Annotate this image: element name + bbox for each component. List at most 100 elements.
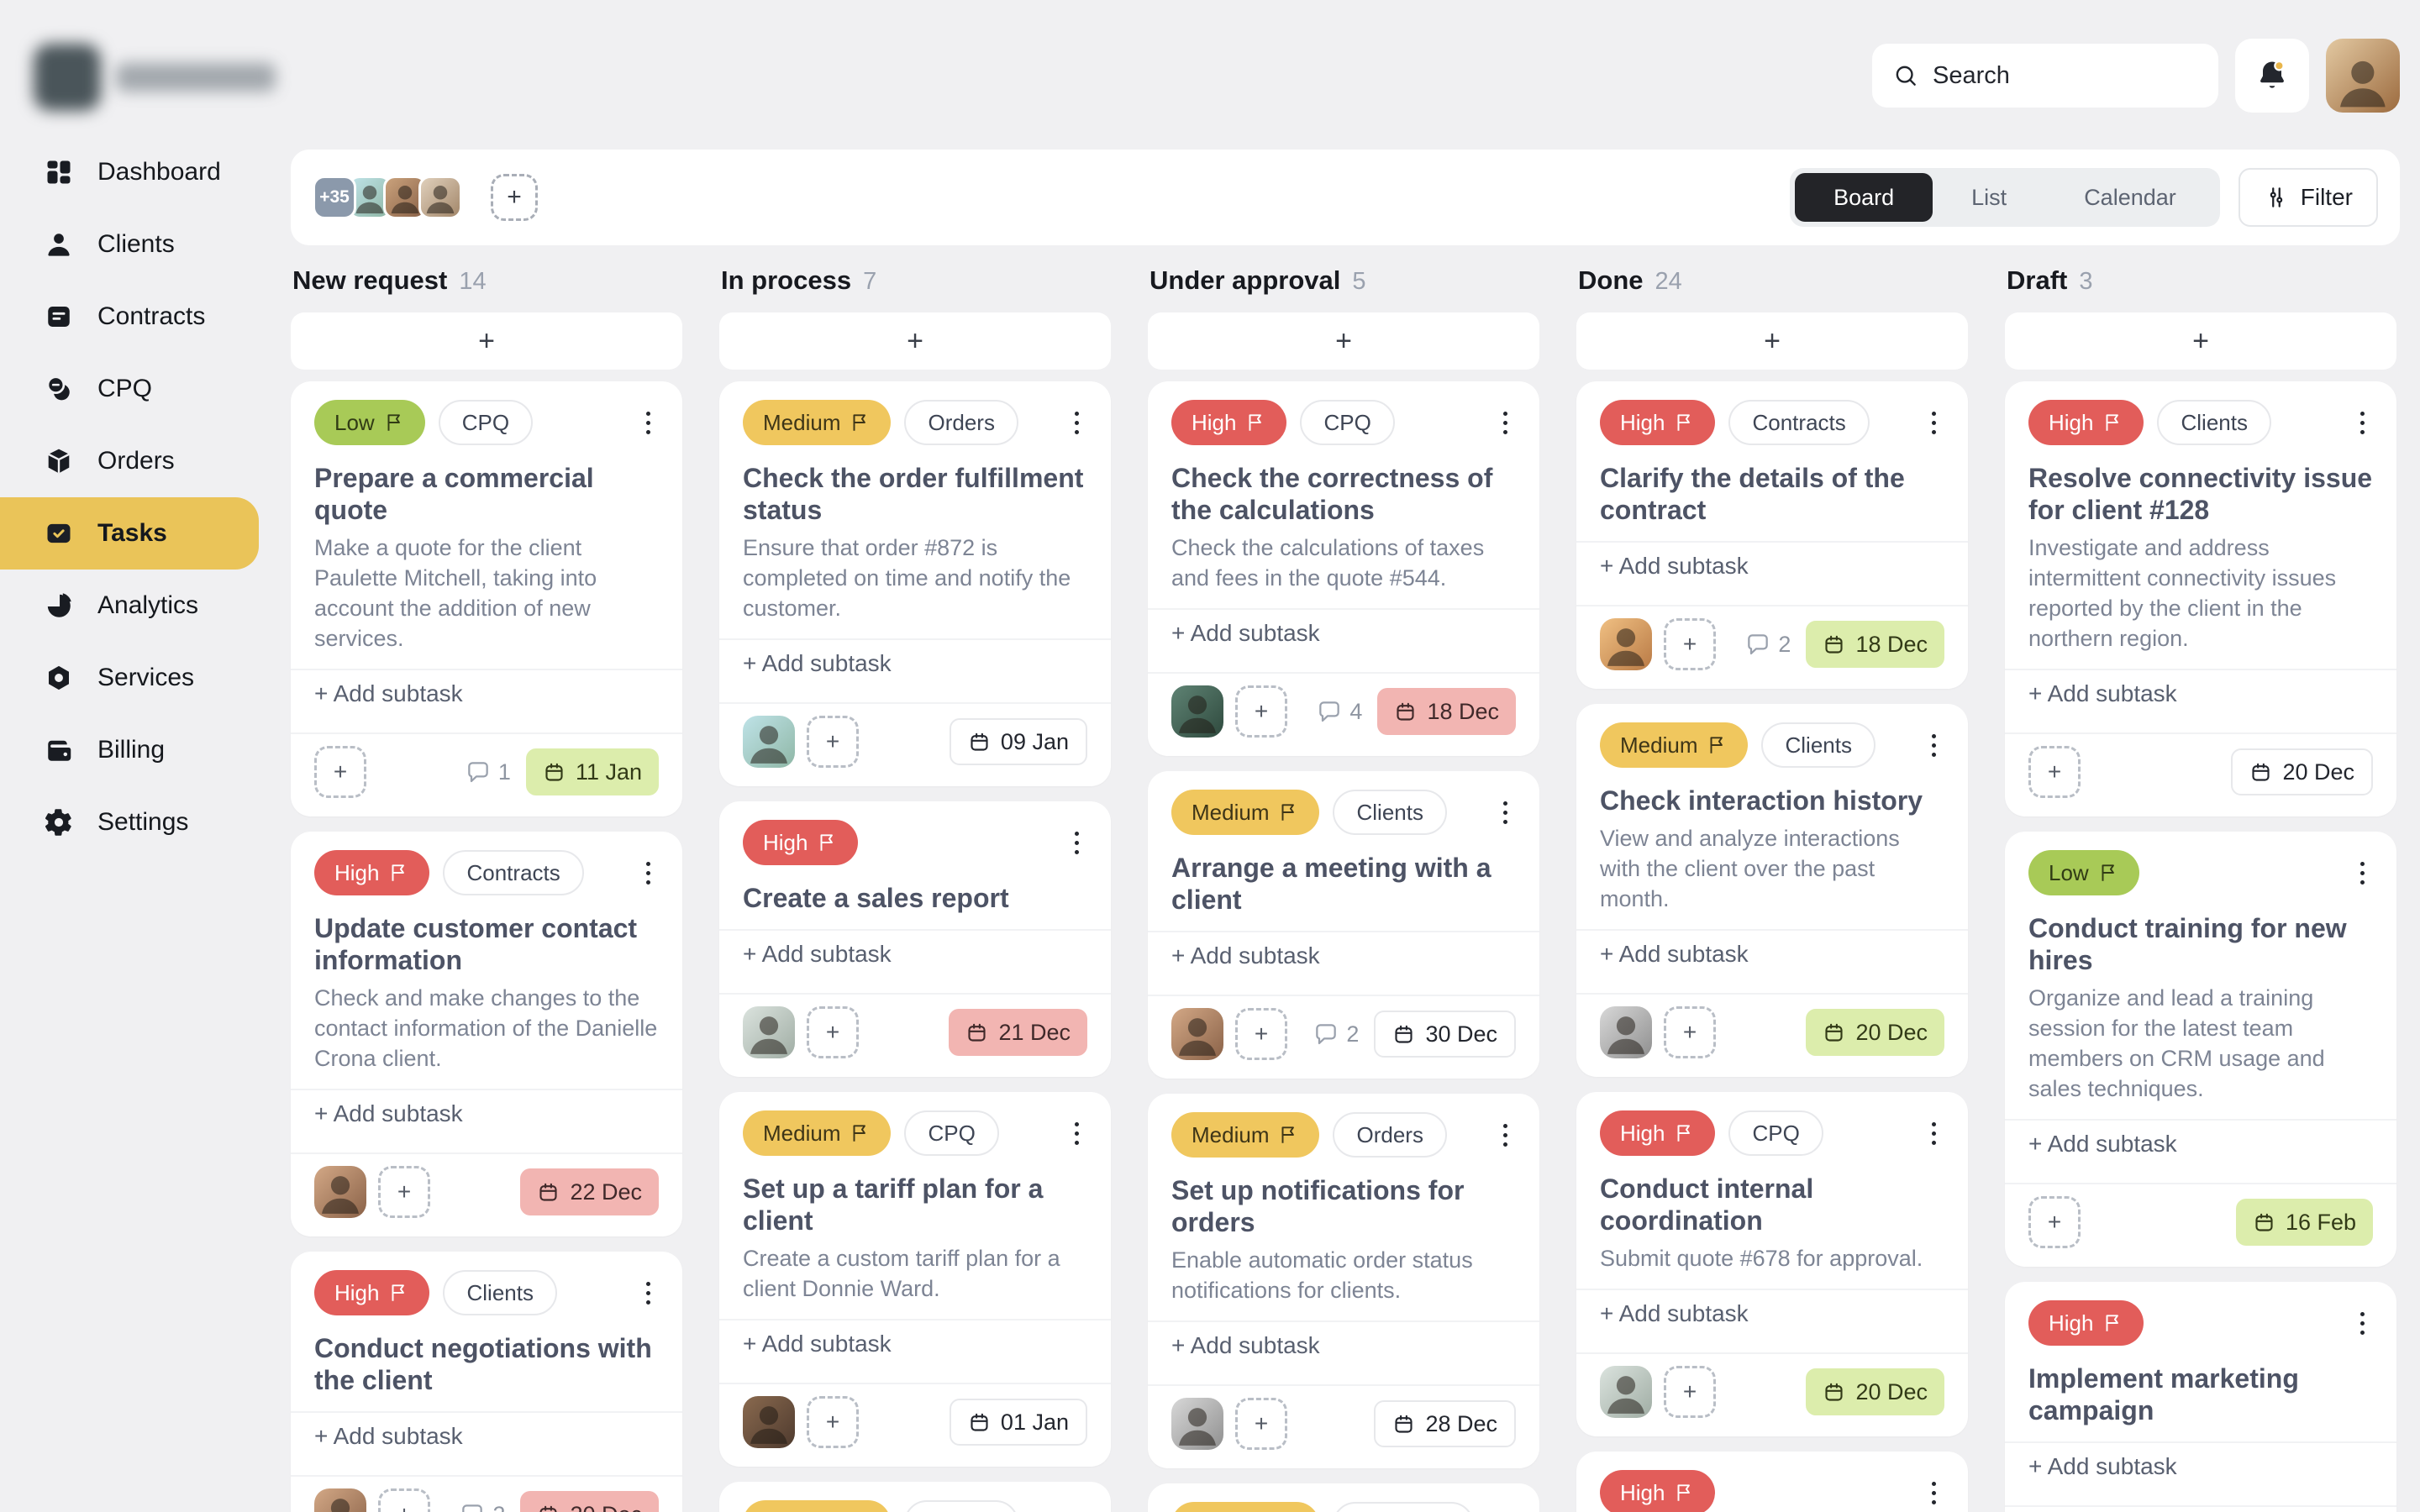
card-menu-button[interactable] xyxy=(1923,407,1944,439)
card-menu-button[interactable] xyxy=(638,857,659,890)
card-menu-button[interactable] xyxy=(1495,407,1516,439)
task-card[interactable]: Low Conduct training for new hires Organ… xyxy=(2005,832,2396,1267)
card-menu-button[interactable] xyxy=(1066,1507,1087,1512)
task-card[interactable]: High Contracts Clarify the details of th… xyxy=(1576,381,1968,689)
card-menu-button[interactable] xyxy=(1923,1477,1944,1509)
add-assignee-button[interactable]: + xyxy=(2028,1196,2081,1248)
add-card-button[interactable]: + xyxy=(291,312,682,370)
add-card-button[interactable]: + xyxy=(1148,312,1539,370)
tab-list[interactable]: List xyxy=(1933,173,2045,222)
card-menu-button[interactable] xyxy=(1495,1509,1516,1512)
task-card[interactable]: Medium Contracts Finalize contract + Add… xyxy=(1148,1483,1539,1512)
flag-icon xyxy=(1282,1126,1295,1143)
card-menu-button[interactable] xyxy=(1066,827,1087,859)
card-menu-button[interactable] xyxy=(1923,729,1944,762)
add-assignee-button[interactable]: + xyxy=(1664,1006,1716,1058)
card-menu-button[interactable] xyxy=(1066,407,1087,439)
add-subtask-button[interactable]: + Add subtask xyxy=(1171,610,1320,657)
search-input[interactable] xyxy=(1933,61,2198,90)
add-assignee-button[interactable]: + xyxy=(1664,618,1716,670)
add-assignee-button[interactable]: + xyxy=(1235,1398,1287,1450)
add-assignee-button[interactable]: + xyxy=(807,1396,859,1448)
task-card[interactable]: Medium Clients Arrange a meeting with a … xyxy=(1148,771,1539,1079)
add-card-button[interactable]: + xyxy=(2005,312,2396,370)
task-card[interactable]: High Contracts Update customer contact i… xyxy=(291,832,682,1236)
task-card[interactable]: High Prepare monthly sales report Collec… xyxy=(1576,1452,1968,1512)
sidebar-item-billing[interactable]: Billing xyxy=(0,714,286,786)
add-assignee-button[interactable]: + xyxy=(807,716,859,768)
task-card[interactable]: High Clients Resolve connectivity issue … xyxy=(2005,381,2396,816)
add-assignee-button[interactable]: + xyxy=(378,1488,430,1512)
profile-avatar[interactable] xyxy=(2326,39,2400,113)
search-box[interactable] xyxy=(1872,44,2218,108)
add-assignee-button[interactable]: + xyxy=(1235,1008,1287,1060)
filter-button[interactable]: Filter xyxy=(2238,168,2378,227)
card-footer: + 2 18 Dec xyxy=(1600,618,1944,670)
add-subtask-button[interactable]: + Add subtask xyxy=(2028,670,2177,717)
task-card[interactable]: Medium Orders Set up notifications for o… xyxy=(1148,1094,1539,1468)
task-card[interactable]: Medium Orders Check the order fulfillmen… xyxy=(719,381,1111,786)
sidebar-item-cpq[interactable]: CPQ xyxy=(0,353,286,425)
analytics-icon xyxy=(44,591,74,621)
task-card[interactable]: High Clients Conduct negotiations with t… xyxy=(291,1252,682,1512)
card-menu-button[interactable] xyxy=(1495,1119,1516,1152)
card-menu-button[interactable] xyxy=(638,1277,659,1310)
card-menu-button[interactable] xyxy=(1923,1117,1944,1150)
add-subtask-button[interactable]: + Add subtask xyxy=(1600,543,1749,590)
add-subtask-button[interactable]: + Add subtask xyxy=(743,1320,892,1368)
add-assignee-button[interactable]: + xyxy=(2028,746,2081,798)
card-menu-button[interactable] xyxy=(1066,1117,1087,1150)
card-menu-button[interactable] xyxy=(638,407,659,439)
sidebar-item-contracts[interactable]: Contracts xyxy=(0,281,286,353)
card-footer: + 21 Dec xyxy=(743,1006,1087,1058)
add-assignee-button[interactable]: + xyxy=(378,1166,430,1218)
tab-board[interactable]: Board xyxy=(1795,173,1933,222)
add-card-button[interactable]: + xyxy=(1576,312,1968,370)
sidebar-item-clients[interactable]: Clients xyxy=(0,208,286,281)
sidebar-item-dashboard[interactable]: Dashboard xyxy=(0,136,286,208)
due-date-chip: 20 Dec xyxy=(1806,1009,1944,1056)
card-menu-button[interactable] xyxy=(2352,407,2373,439)
card-description: Submit quote #678 for approval. xyxy=(1600,1246,1923,1271)
add-subtask-button[interactable]: + Add subtask xyxy=(314,670,463,717)
add-subtask-button[interactable]: + Add subtask xyxy=(2028,1443,2177,1490)
column-count: 14 xyxy=(459,268,487,295)
calendar-icon xyxy=(539,1183,558,1201)
add-subtask-button[interactable]: + Add subtask xyxy=(2028,1121,2177,1168)
task-card[interactable]: High CPQ Conduct internal coordination S… xyxy=(1576,1092,1968,1436)
add-subtask-button[interactable]: + Add subtask xyxy=(743,640,892,687)
task-card[interactable]: Low CPQ Prepare a commercial quote Make … xyxy=(291,381,682,816)
card-menu-button[interactable] xyxy=(2352,857,2373,890)
add-subtask-button[interactable]: + Add subtask xyxy=(314,1413,463,1460)
add-subtask-button[interactable]: + Add subtask xyxy=(1171,932,1320,979)
sidebar-item-settings[interactable]: Settings xyxy=(0,786,286,858)
column-cards: High CPQ Check the correctness of the ca… xyxy=(1148,381,1539,1512)
task-card[interactable]: High Create a sales report + Add subtask… xyxy=(719,801,1111,1077)
task-card[interactable]: High CPQ Check the correctness of the ca… xyxy=(1148,381,1539,756)
card-menu-button[interactable] xyxy=(1495,796,1516,829)
tab-calendar[interactable]: Calendar xyxy=(2045,173,2215,222)
sidebar-item-tasks[interactable]: Tasks xyxy=(0,497,259,570)
add-subtask-button[interactable]: + Add subtask xyxy=(1171,1322,1320,1369)
sidebar-item-orders[interactable]: Orders xyxy=(0,425,286,497)
sidebar-item-services[interactable]: Services xyxy=(0,642,286,714)
sidebar-item-analytics[interactable]: Analytics xyxy=(0,570,286,642)
notifications-button[interactable] xyxy=(2235,39,2309,113)
add-subtask-button[interactable]: + Add subtask xyxy=(1600,931,1749,978)
add-assignee-button[interactable]: + xyxy=(314,746,366,798)
add-subtask-button[interactable]: + Add subtask xyxy=(743,931,892,978)
task-card[interactable]: High Implement marketing campaign + Add … xyxy=(2005,1282,2396,1512)
add-subtask-button[interactable]: + Add subtask xyxy=(1600,1290,1749,1337)
add-card-button[interactable]: + xyxy=(719,312,1111,370)
add-member-button[interactable]: + xyxy=(491,174,538,221)
add-assignee-button[interactable]: + xyxy=(1235,685,1287,738)
member-avatar-stack[interactable]: +35 xyxy=(313,176,462,219)
add-assignee-button[interactable]: + xyxy=(1664,1366,1716,1418)
task-card[interactable]: Medium Clients Check interaction history… xyxy=(1576,704,1968,1077)
task-card[interactable]: Medium Clients Change a tariff plan for … xyxy=(719,1482,1111,1512)
task-card[interactable]: Medium CPQ Set up a tariff plan for a cl… xyxy=(719,1092,1111,1467)
add-subtask-button[interactable]: + Add subtask xyxy=(314,1090,463,1137)
card-description: Investigate and address intermittent con… xyxy=(2028,535,2337,651)
card-menu-button[interactable] xyxy=(2352,1307,2373,1340)
add-assignee-button[interactable]: + xyxy=(807,1006,859,1058)
